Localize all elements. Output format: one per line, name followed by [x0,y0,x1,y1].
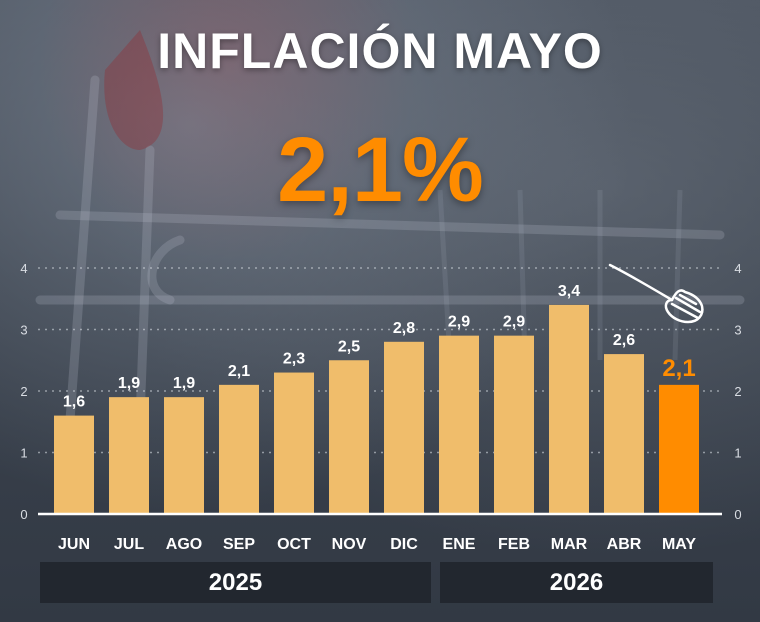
value-label-nov: 2,5 [338,338,360,355]
bar-jun [54,415,94,514]
y-tick-label-left: 1 [20,446,27,461]
y-tick-label-left: 0 [20,507,27,522]
x-tick-label-jul: JUL [114,536,144,553]
value-label-oct: 2,3 [283,351,305,368]
value-label-abr: 2,6 [613,332,635,349]
bar-ago [164,397,204,514]
y-tick-label-right: 3 [734,323,741,338]
x-tick-label-sep: SEP [223,536,255,553]
value-label-sep: 2,1 [228,363,250,380]
value-label-feb: 2,9 [503,314,525,331]
x-tick-label-dic: DIC [390,536,418,553]
y-tick-label-right: 1 [734,446,741,461]
grid-lines [38,267,722,454]
y-tick-label-right: 2 [734,384,741,399]
y-tick-label-left: 2 [20,384,27,399]
x-tick-label-nov: NOV [332,536,367,553]
bar-abr [604,354,644,514]
headline-value: 2,1% [277,119,484,221]
year-label-2026: 2026 [440,562,713,603]
bar-may [659,384,699,514]
x-tick-label-jun: JUN [58,536,90,553]
bar-sep [219,384,259,514]
x-axis-ticks: JUN JUL AGO SEP OCT NOV DIC ENE FEB MAR ABR MAY [58,536,696,553]
value-label-may: 2,1 [662,355,695,382]
value-label-jun: 1,6 [63,394,85,411]
x-tick-label-ago: AGO [166,536,202,553]
x-tick-label-mar: MAR [551,536,588,553]
bars [54,304,699,514]
bar-mar [549,304,589,514]
y-tick-label-left: 4 [20,261,27,276]
y-tick-label-right: 0 [734,507,741,522]
y-tick-label-right: 4 [734,261,741,276]
y-axis-ticks: 0 0 1 1 2 2 3 3 4 4 [20,261,741,522]
bar-oct [274,372,314,514]
x-tick-label-ene: ENE [443,536,476,553]
bar-feb [494,335,534,514]
x-tick-label-oct: OCT [277,536,311,553]
value-labels: 1,6 1,9 1,9 2,1 2,3 2,5 2,8 2,9 2,9 3,4 2,6 2,1 [63,283,696,411]
value-label-dic: 2,8 [393,320,415,337]
bar-ene [439,335,479,514]
bar-nov [329,360,369,514]
value-label-jul: 1,9 [118,375,140,392]
bar-dic [384,341,424,514]
bar-jul [109,397,149,514]
x-tick-label-may: MAY [662,536,696,553]
year-label-2025: 2025 [40,562,431,603]
value-label-ago: 1,9 [173,375,195,392]
y-tick-label-left: 3 [20,323,27,338]
page-title: INFLACIÓN MAYO [157,23,603,79]
value-label-ene: 2,9 [448,314,470,331]
x-tick-label-abr: ABR [607,536,642,553]
x-tick-label-feb: FEB [498,536,530,553]
arrow-annotation [608,263,704,324]
value-label-mar: 3,4 [558,283,580,300]
